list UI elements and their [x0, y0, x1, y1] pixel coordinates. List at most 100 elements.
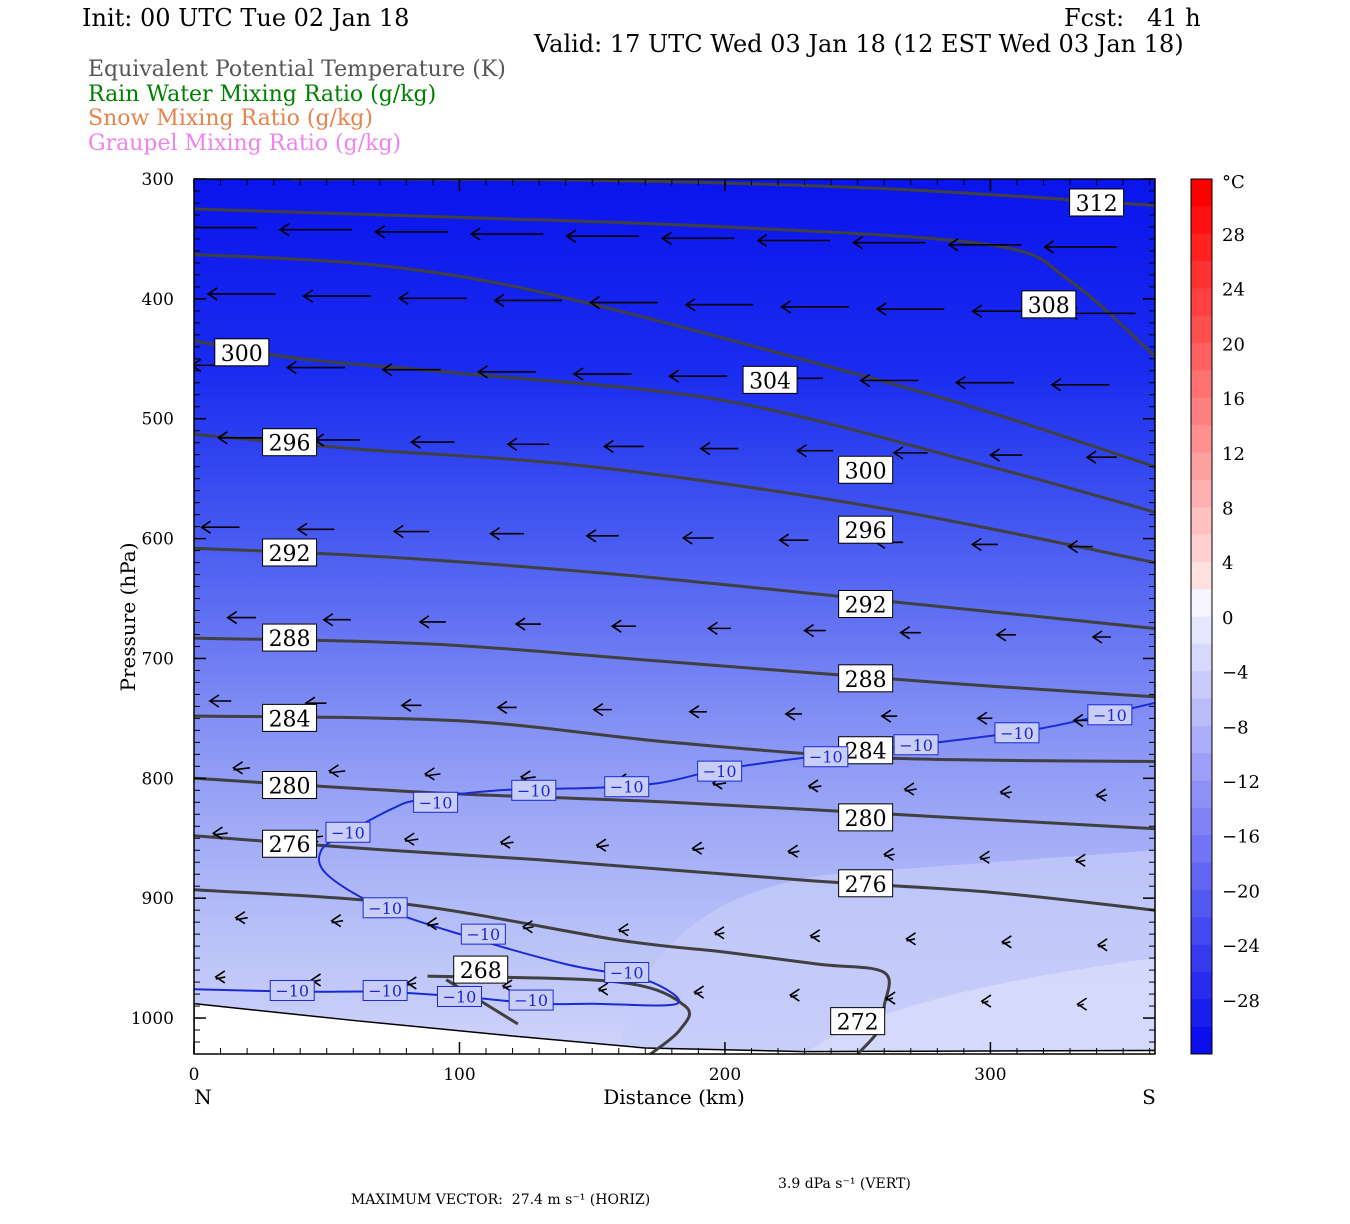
theta-e-label-296: 296 [838, 515, 894, 544]
init-time: Init: 00 UTC Tue 02 Jan 18 [82, 4, 410, 32]
wind-vector [617, 923, 630, 937]
y-axis-title: Pressure (hPa) [116, 543, 140, 692]
wind-vector [296, 522, 335, 537]
wind-vector [947, 238, 1022, 252]
legend-snow: Snow Mixing Ratio (g/kg) [88, 106, 373, 131]
theta-e-contour-280 [194, 776, 1155, 831]
x-tick-label: 300 [974, 1065, 1006, 1085]
svg-text:−10: −10 [443, 987, 477, 1006]
colorbar-segment [1191, 397, 1212, 426]
wind-vector [489, 527, 524, 541]
wind-vector [409, 435, 455, 449]
svg-text:−10: −10 [466, 925, 500, 944]
colorbar-segment [1191, 917, 1212, 946]
wind-vector [514, 617, 541, 631]
wind-vector [980, 994, 992, 1008]
colorbar-segment [1191, 288, 1212, 317]
svg-text:−10: −10 [331, 823, 365, 842]
wind-vector [976, 711, 993, 725]
svg-text:−10: −10 [809, 748, 843, 767]
max-vector-vert: 3.9 dPa s⁻¹ (VERT) [778, 1176, 911, 1192]
svg-text:276: 276 [845, 873, 887, 898]
theta-e-label-308: 308 [1021, 290, 1077, 319]
colorbar-label: −20 [1222, 881, 1260, 902]
wind-vector [226, 610, 256, 625]
isotherm-label: −10 [511, 779, 557, 801]
wind-vector [795, 444, 833, 458]
wind-vector [610, 619, 636, 633]
wind-vector [882, 847, 895, 861]
wind-vector [214, 970, 226, 984]
colorbar-label: −24 [1222, 936, 1260, 957]
wind-vector [423, 767, 441, 781]
wind-vector [1095, 788, 1108, 802]
wind-vector [211, 826, 228, 840]
svg-text:284: 284 [269, 707, 311, 732]
wind-vector [1043, 240, 1117, 254]
wind-vector [691, 841, 705, 855]
svg-text:280: 280 [845, 807, 887, 832]
wind-vector [392, 524, 430, 539]
colorbar-segment [1191, 698, 1212, 727]
wind-vector [688, 705, 707, 719]
wind-vector [784, 707, 803, 721]
wind-vector [403, 832, 419, 846]
wind-vector [1096, 938, 1108, 952]
svg-text:−10: −10 [1000, 724, 1034, 743]
colorbar-segment [1191, 944, 1212, 973]
wind-vector [499, 835, 514, 849]
y-tick-label: 1000 [131, 1009, 174, 1029]
isotherm-label: −10 [325, 821, 371, 843]
svg-text:−10: −10 [610, 963, 644, 982]
colorbar-label: 20 [1222, 334, 1245, 355]
y-tick-label: 500 [142, 410, 174, 430]
colorbar-segment [1191, 862, 1212, 891]
theta-e-label-288: 288 [838, 664, 894, 693]
wind-vector [469, 227, 544, 241]
theta-e-label-284: 284 [262, 703, 318, 732]
svg-text:−10: −10 [1093, 706, 1127, 725]
theta-e-label-304: 304 [742, 365, 798, 394]
max-vector-label: MAXIMUM VECTOR: [350, 1192, 503, 1208]
svg-text:288: 288 [269, 627, 311, 652]
wind-vector [1067, 539, 1093, 554]
theta-e-label-276: 276 [262, 829, 318, 858]
x-tick-label: 100 [443, 1065, 475, 1085]
colorbar-label: 8 [1222, 499, 1233, 520]
theta-e-label-288: 288 [262, 623, 318, 652]
plot-frame [193, 178, 1156, 1055]
x-tick-label: 0 [189, 1065, 200, 1085]
temperature-shading-warm-core [804, 958, 1155, 1054]
colorbar-frame [1190, 178, 1213, 1055]
wind-vector [780, 300, 849, 314]
svg-text:280: 280 [269, 775, 311, 800]
isotherm-label: −10 [604, 961, 650, 983]
wind-vector [903, 782, 917, 796]
colorbar-segment [1191, 261, 1212, 289]
colorbar-segment [1191, 425, 1212, 453]
svg-text:−10: −10 [517, 781, 551, 800]
y-tick-label: 400 [142, 290, 174, 310]
wind-vector [418, 615, 446, 629]
wind-vector [999, 785, 1013, 799]
isotherm-label: −10 [460, 923, 506, 945]
x-tick-label: 200 [709, 1065, 741, 1085]
wind-vector [1000, 935, 1012, 949]
svg-text:−10: −10 [514, 991, 548, 1010]
colorbar-label: 24 [1222, 280, 1245, 301]
wind-vector [496, 700, 517, 715]
wind-vector [328, 764, 346, 778]
colorbar-unit: °C [1222, 172, 1245, 193]
wind-vector [875, 302, 945, 316]
wind-vector [807, 779, 822, 793]
colorbar-segment [1191, 616, 1212, 645]
wind-vector [381, 363, 441, 377]
theta-e-contour-304 [194, 253, 1155, 469]
isotherm-label: −10 [436, 985, 482, 1007]
wind-vector [302, 289, 371, 303]
colorbar-segment [1191, 534, 1212, 563]
svg-text:−10: −10 [368, 899, 402, 918]
isotherm-label: −10 [508, 989, 554, 1011]
colorbar-segment [1191, 343, 1212, 371]
wind-vector [493, 293, 563, 308]
